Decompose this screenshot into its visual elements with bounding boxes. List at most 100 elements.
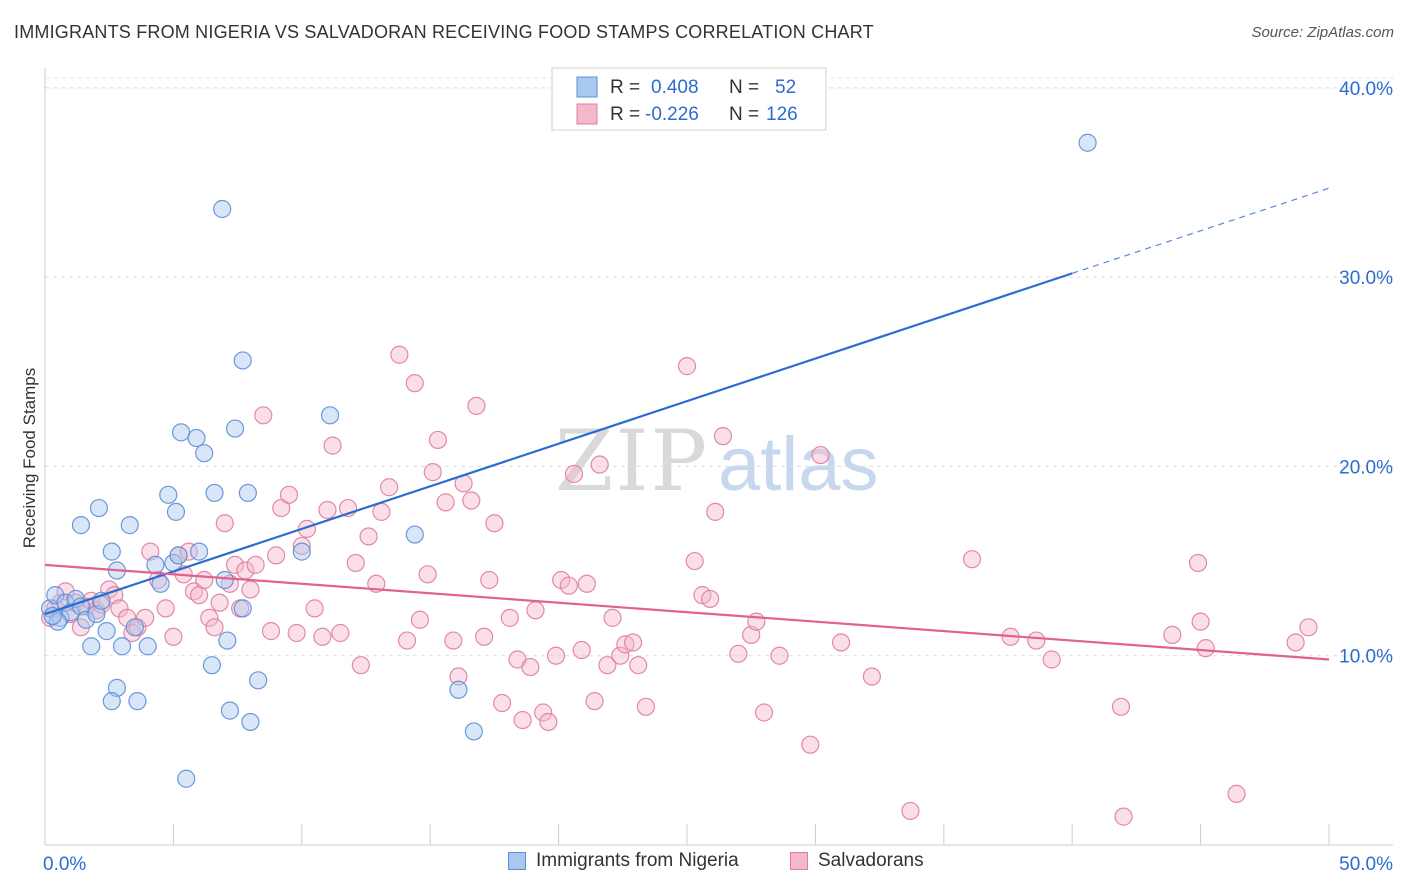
y-axis-label: Receiving Food Stamps: [20, 368, 39, 548]
salvadorans-point-111: [862, 667, 881, 686]
salvadorans-point-70: [467, 396, 486, 415]
salvadorans-point-59: [397, 631, 417, 650]
nigeria-point-25: [89, 498, 109, 518]
salvadorans-point-125: [1163, 625, 1182, 644]
nigeria-trend-line: [44, 272, 1073, 616]
salvadorans-point-26: [189, 586, 209, 605]
salvadorans-point-21: [164, 627, 183, 646]
y-tick-label-10: 10.0%: [1339, 647, 1393, 668]
salvadorans-point-39: [261, 622, 281, 641]
salvadorans-point-54: [359, 527, 378, 546]
salvadorans-point-117: [1111, 697, 1131, 716]
salvadorans-point-77: [513, 710, 532, 730]
salvadorans-point-66: [444, 631, 463, 650]
salvadorans-point-122: [1299, 618, 1318, 637]
salvadorans-point-101: [706, 502, 725, 521]
salvadorans-point-85: [564, 464, 584, 484]
salvadorans-point-124: [1196, 639, 1215, 658]
nigeria-point-40: [213, 199, 232, 219]
nigeria-point-19: [128, 692, 147, 711]
nigeria-point-34: [195, 444, 214, 463]
axes: [44, 68, 1393, 846]
salvadorans-point-69: [462, 491, 481, 510]
salvadorans-point-90: [598, 656, 617, 675]
salvadorans-point-46: [305, 599, 324, 618]
salvadorans-point-20: [156, 599, 175, 618]
legend-n-value-2: 126: [766, 104, 798, 125]
source-label: Source: ZipAtlas.com: [1251, 24, 1394, 41]
salvadorans-point-38: [254, 406, 273, 425]
salvadorans-point-67: [449, 667, 468, 686]
nigeria-point-16: [138, 637, 157, 656]
salvadorans-point-88: [585, 692, 604, 711]
salvadorans-point-24: [179, 542, 198, 561]
salvadorans-point-62: [418, 565, 437, 584]
nigeria-point-36: [238, 483, 257, 503]
legend-label-salvadorans: Salvadorans: [818, 850, 924, 871]
legend-n-label-2: N =: [729, 104, 759, 125]
salvadorans-point-57: [380, 478, 399, 497]
salvadorans-point-103: [729, 644, 748, 663]
salvadorans-point-106: [754, 703, 774, 722]
salvadorans-point-44: [292, 536, 311, 556]
salvadorans-point-56: [372, 502, 391, 521]
watermark-zip: ZIP: [555, 412, 709, 510]
nigeria-point-32: [172, 423, 191, 442]
salvadorans-point-40: [267, 546, 286, 565]
salvadorans-point-108: [801, 735, 820, 754]
salvadorans-point-63: [423, 463, 442, 482]
nigeria-point-52: [464, 722, 483, 741]
salvadorans-point-84: [559, 576, 578, 595]
legend-r-label-1: R =: [610, 77, 640, 98]
y-tick-label-30: 30.0%: [1339, 268, 1393, 289]
legend-top: R = 0.408 N = 52 R = -0.226 N = 126: [551, 67, 827, 131]
trend-lines: [44, 187, 1330, 661]
y-tick-label-20: 20.0%: [1339, 457, 1393, 478]
salvadorans-point-43: [287, 623, 306, 643]
nigeria-point-29: [166, 502, 186, 521]
nigeria-point-33: [187, 428, 206, 448]
x-tick-label-min: 0.0%: [43, 854, 86, 875]
nigeria-point-30: [102, 542, 121, 561]
legend-r-label-2: R =: [610, 104, 640, 125]
salvadorans-point-72: [480, 570, 499, 590]
salvadorans-point-115: [1027, 631, 1046, 650]
legend-item-nigeria: Immigrants from Nigeria: [508, 850, 739, 872]
salvadorans-trend-line: [44, 563, 1330, 661]
nigeria-point-7: [43, 606, 62, 626]
salvadorans-point-86: [572, 640, 591, 660]
salvadorans-point-110: [831, 633, 851, 652]
salvadorans-point-91: [603, 608, 622, 627]
salvadorans-point-36: [241, 580, 260, 599]
nigeria-point-27: [120, 516, 139, 535]
nigeria-point-37: [233, 351, 252, 370]
salvadorans-point-94: [623, 633, 643, 652]
nigeria-point-14: [112, 637, 132, 656]
nigeria-point-28: [159, 485, 178, 504]
salvadorans-point-29: [205, 618, 224, 637]
legend-label-nigeria: Immigrants from Nigeria: [536, 850, 739, 871]
nigeria-point-13: [97, 622, 116, 641]
nigeria-point-39: [320, 406, 340, 425]
salvadorans-point-78: [521, 657, 540, 677]
salvadorans-point-52: [346, 553, 365, 573]
legend-n-label-1: N =: [729, 77, 759, 98]
salvadorans-point-80: [534, 703, 553, 722]
salvadorans-point-49: [323, 436, 342, 455]
nigeria-point-44: [202, 656, 222, 675]
watermark-atlas: atlas: [718, 422, 879, 507]
salvadorans-point-42: [279, 485, 299, 504]
salvadorans-point-113: [962, 550, 982, 569]
salvadorans-point-92: [611, 646, 630, 665]
salvadorans-point-28: [200, 608, 219, 627]
legend-bottom: Immigrants from Nigeria Salvadorans: [0, 850, 1406, 880]
nigeria-point-24: [189, 542, 209, 561]
salvadorans-point-118: [1114, 807, 1133, 826]
watermark: ZIP atlas: [555, 412, 879, 510]
nigeria-point-22: [169, 546, 188, 565]
salvadorans-point-79: [526, 601, 545, 620]
salvadorans-point-13: [110, 599, 129, 618]
salvadorans-point-105: [747, 612, 766, 631]
legend-r-value-1: 0.408: [651, 77, 699, 98]
salvadorans-point-96: [636, 697, 656, 716]
